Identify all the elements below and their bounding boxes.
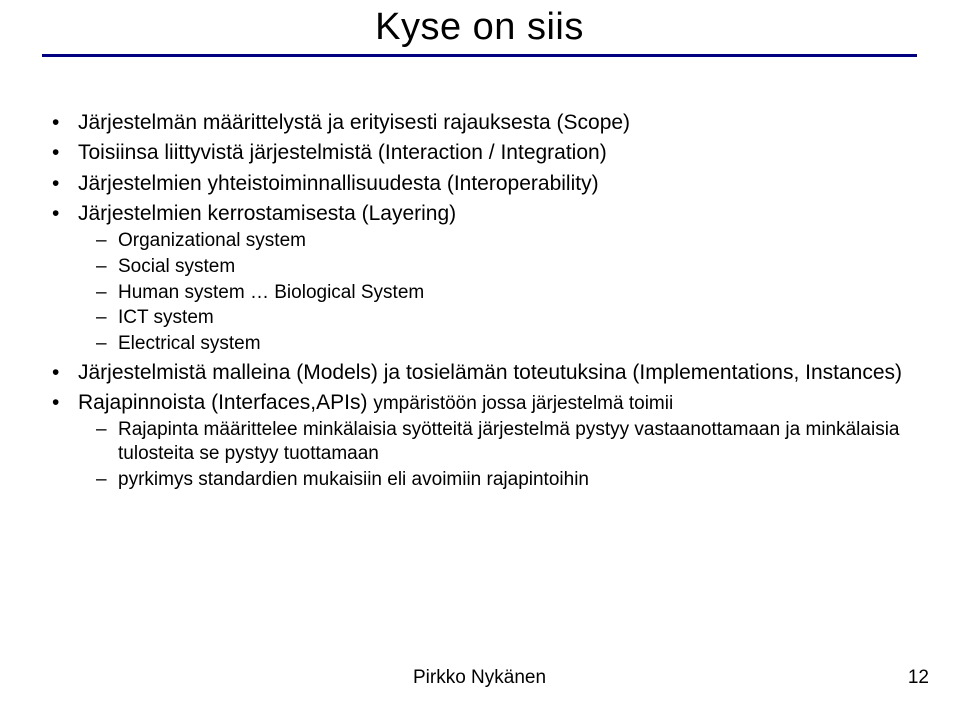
list-item: Rajapinta määrittelee minkälaisia syötte… [78, 418, 917, 466]
list-item: Järjestelmien kerrostamisesta (Layering)… [42, 201, 917, 356]
bullet-text-small: ympäristöön jossa järjestelmä toimii [373, 393, 673, 414]
list-item: Järjestelmän määrittelystä ja erityisest… [42, 110, 917, 136]
list-item: Organizational system [78, 229, 917, 253]
page-number: 12 [908, 667, 929, 689]
list-item: Toisiinsa liittyvistä järjestelmistä (In… [42, 140, 917, 166]
sub-list: Organizational system Social system Huma… [78, 229, 917, 356]
bullet-text: Toisiinsa liittyvistä järjestelmistä (In… [78, 141, 607, 164]
list-item: Järjestelmien yhteistoiminnallisuudesta … [42, 171, 917, 197]
bullet-text: Organizational system [118, 230, 306, 251]
title-bar: Kyse on siis [0, 0, 959, 58]
bullet-text: Rajapinta määrittelee minkälaisia syötte… [118, 419, 899, 464]
content-area: Järjestelmän määrittelystä ja erityisest… [42, 110, 917, 496]
list-item: Electrical system [78, 332, 917, 356]
bullet-text: Rajapinnoista (Interfaces,APIs) [78, 391, 373, 414]
list-item: Rajapinnoista (Interfaces,APIs) ympärist… [42, 390, 917, 492]
bullet-text: Järjestelmien yhteistoiminnallisuudesta … [78, 172, 599, 195]
footer-author: Pirkko Nykänen [0, 667, 959, 689]
sub-list: Rajapinta määrittelee minkälaisia syötte… [78, 418, 917, 491]
bullet-text: pyrkimys standardien mukaisiin eli avoim… [118, 469, 589, 490]
list-item: ICT system [78, 306, 917, 330]
list-item: Social system [78, 255, 917, 279]
list-item: pyrkimys standardien mukaisiin eli avoim… [78, 468, 917, 492]
title-underline [42, 54, 917, 57]
bullet-text: Järjestelmien kerrostamisesta (Layering) [78, 202, 456, 225]
bullet-text: Human system … Biological System [118, 282, 424, 303]
bullet-text: Electrical system [118, 333, 261, 354]
list-item: Human system … Biological System [78, 281, 917, 305]
bullet-text: Järjestelmän määrittelystä ja erityisest… [78, 111, 630, 134]
list-item: Järjestelmistä malleina (Models) ja tosi… [42, 360, 917, 386]
bullet-text: ICT system [118, 307, 214, 328]
bullet-text: Social system [118, 256, 235, 277]
bullet-list: Järjestelmän määrittelystä ja erityisest… [42, 110, 917, 492]
bullet-text: Järjestelmistä malleina (Models) ja tosi… [78, 361, 902, 384]
slide-title: Kyse on siis [0, 6, 959, 49]
